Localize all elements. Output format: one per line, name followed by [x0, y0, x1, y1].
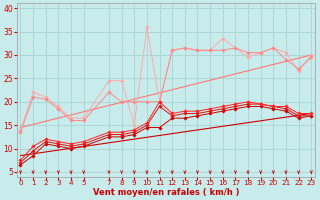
X-axis label: Vent moyen/en rafales ( km/h ): Vent moyen/en rafales ( km/h ) [92, 188, 239, 197]
